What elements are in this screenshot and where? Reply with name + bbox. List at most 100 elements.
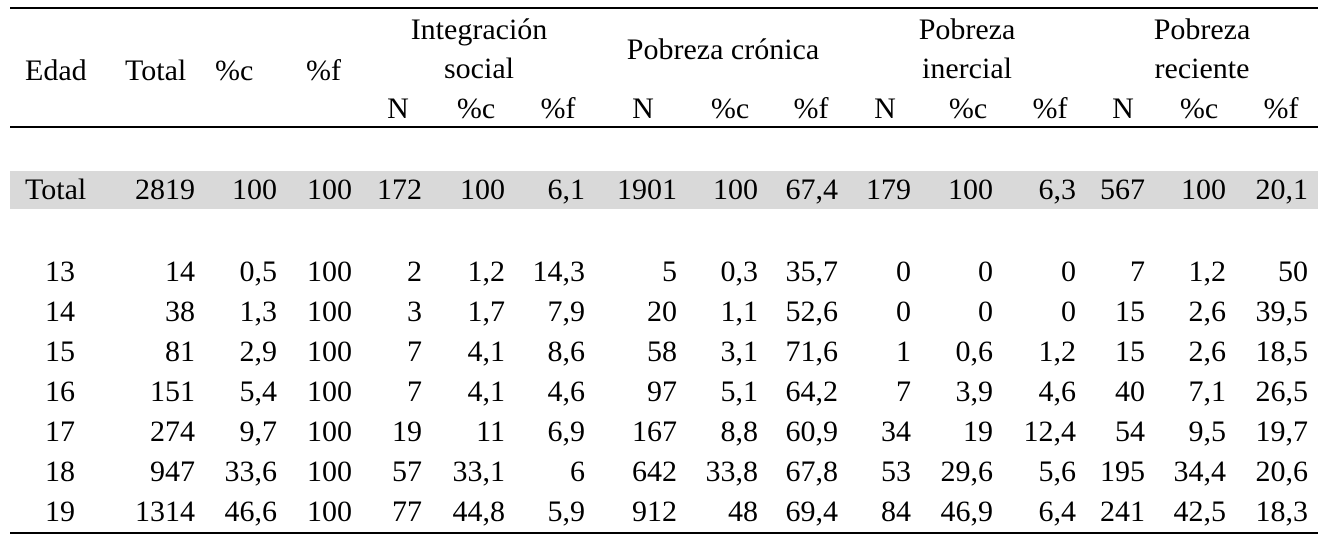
total-row-cro-n: 1901 (617, 173, 677, 206)
subheader-cronica-n: N (632, 92, 654, 125)
table-row-2-edad: 15 (45, 335, 75, 368)
table-row-0-pct-f: 100 (307, 255, 352, 288)
total-row-pct-c: 100 (232, 173, 277, 206)
table-row-2-ine-n: 1 (896, 335, 911, 368)
table-row-5-ine-n: 53 (881, 455, 911, 488)
table-row-2-ine-pct-c: 0,6 (955, 335, 994, 368)
table-row-1-int-pct-c: 1,7 (467, 295, 506, 328)
table-row-3-rec-pct-c: 7,1 (1188, 375, 1227, 408)
table-row-1-ine-pct-c: 0 (978, 295, 993, 328)
group-header-cronica: Pobreza crónica (626, 33, 820, 66)
subheader-inercial-pct-c: %c (948, 92, 988, 125)
table-row-6-edad: 19 (45, 495, 75, 528)
table-row-2-cro-pct-c: 3,1 (720, 335, 759, 368)
table-row-1-cro-pct-c: 1,1 (720, 295, 759, 328)
table-row-2-pct-c: 2,9 (239, 335, 278, 368)
table-row-5-int-pct-c: 33,1 (452, 455, 506, 488)
table-row-5-int-pct-f: 6 (570, 455, 585, 488)
header-pct-c: %c (215, 54, 254, 87)
subheader-reciente-pct-c: %c (1179, 92, 1219, 125)
subheader-cronica-pct-f: %f (793, 92, 829, 125)
table-row-2-ine-pct-f: 1,2 (1038, 335, 1077, 368)
table-row-6-int-pct-c: 44,8 (452, 495, 506, 528)
table-row-1-edad: 14 (45, 295, 75, 328)
table-row-3-pct-c: 5,4 (239, 375, 278, 408)
table-row-3-int-n: 7 (407, 375, 422, 408)
table-row-2-int-pct-c: 4,1 (467, 335, 506, 368)
subheader-reciente-n: N (1112, 92, 1134, 125)
table-row-0-rec-n: 7 (1130, 255, 1145, 288)
table-row-1-int-n: 3 (407, 295, 422, 328)
table-row-0-edad: 13 (45, 255, 75, 288)
total-row-ine-n: 179 (866, 173, 911, 206)
table-row-3-cro-n: 97 (647, 375, 677, 408)
table-row-2-rec-n: 15 (1115, 335, 1145, 368)
total-row-ine-pct-c: 100 (948, 173, 993, 206)
table-row-3-cro-pct-f: 64,2 (785, 375, 839, 408)
table-row-6-total: 1314 (135, 495, 195, 528)
subheader-integracion-pct-f: %f (540, 92, 576, 125)
table-row-6-cro-pct-c: 48 (728, 495, 758, 528)
table-row-5-cro-pct-f: 67,8 (785, 455, 839, 488)
table-row-5-rec-pct-c: 34,4 (1173, 455, 1227, 488)
table-row-4-ine-n: 34 (881, 415, 911, 448)
table-row-0-cro-pct-f: 35,7 (785, 255, 839, 288)
table-row-5-total: 947 (150, 455, 195, 488)
total-row-edad: Total (25, 173, 87, 206)
table-row-2-rec-pct-c: 2,6 (1188, 335, 1227, 368)
header-bottom-rule (10, 126, 1318, 128)
table-row-3-ine-pct-f: 4,6 (1038, 375, 1077, 408)
total-row-int-pct-f: 6,1 (547, 173, 586, 206)
table-row-0-int-pct-f: 14,3 (532, 255, 586, 288)
table-row-6-cro-pct-f: 69,4 (785, 495, 839, 528)
table-row-0-int-pct-c: 1,2 (467, 255, 506, 288)
table-row-6-cro-n: 912 (632, 495, 677, 528)
table-row-0-ine-n: 0 (896, 255, 911, 288)
table-row-3-ine-n: 7 (896, 375, 911, 408)
table-row-4-edad: 17 (45, 415, 75, 448)
table-row-3-rec-pct-f: 26,5 (1255, 375, 1309, 408)
table-row-4-int-n: 19 (392, 415, 422, 448)
table-row-1-pct-f: 100 (307, 295, 352, 328)
table-row-1-cro-n: 20 (647, 295, 677, 328)
header-edad: Edad (25, 54, 87, 87)
table-row-2-int-pct-f: 8,6 (547, 335, 586, 368)
table-row-0-total: 14 (165, 255, 195, 288)
table-row-3-total: 151 (150, 375, 195, 408)
table-row-6-rec-pct-f: 18,3 (1255, 495, 1309, 528)
table-row-0-ine-pct-f: 0 (1061, 255, 1076, 288)
subheader-reciente-pct-f: %f (1263, 92, 1299, 125)
subheader-inercial-pct-f: %f (1032, 92, 1068, 125)
table-row-3-pct-f: 100 (307, 375, 352, 408)
table-row-6-ine-n: 84 (881, 495, 911, 528)
subheader-integracion-pct-c: %c (456, 92, 496, 125)
total-row-ine-pct-f: 6,3 (1038, 173, 1077, 206)
group-header-integracion-line2: social (444, 52, 514, 85)
table-row-4-cro-pct-c: 8,8 (720, 415, 759, 448)
table-row-5-int-n: 57 (392, 455, 422, 488)
group-header-reciente-line2: reciente (1154, 52, 1250, 85)
subheader-cronica-pct-c: %c (710, 92, 750, 125)
total-row-rec-pct-f: 20,1 (1255, 173, 1309, 206)
table-row-0-rec-pct-c: 1,2 (1188, 255, 1227, 288)
table-row-1-rec-pct-f: 39,5 (1255, 295, 1309, 328)
table-row-4-total: 274 (150, 415, 195, 448)
table-row-3-int-pct-f: 4,6 (547, 375, 586, 408)
table-row-2-pct-f: 100 (307, 335, 352, 368)
table-row-4-pct-f: 100 (307, 415, 352, 448)
table-row-4-cro-n: 167 (632, 415, 677, 448)
table-row-5-cro-n: 642 (632, 455, 677, 488)
table-row-6-int-pct-f: 5,9 (547, 495, 586, 528)
table-row-5-edad: 18 (45, 455, 75, 488)
table-row-0-rec-pct-f: 50 (1278, 255, 1308, 288)
table-row-5-rec-n: 195 (1100, 455, 1145, 488)
table-row-0-pct-c: 0,5 (239, 255, 278, 288)
table-row-5-pct-c: 33,6 (224, 455, 278, 488)
table-row-2-total: 81 (165, 335, 195, 368)
table-row-5-pct-f: 100 (307, 455, 352, 488)
table-row-1-pct-c: 1,3 (239, 295, 278, 328)
total-row-rec-pct-c: 100 (1181, 173, 1226, 206)
total-row-highlight (10, 171, 1318, 209)
table-row-1-ine-n: 0 (896, 295, 911, 328)
table-row-6-pct-c: 46,6 (224, 495, 278, 528)
